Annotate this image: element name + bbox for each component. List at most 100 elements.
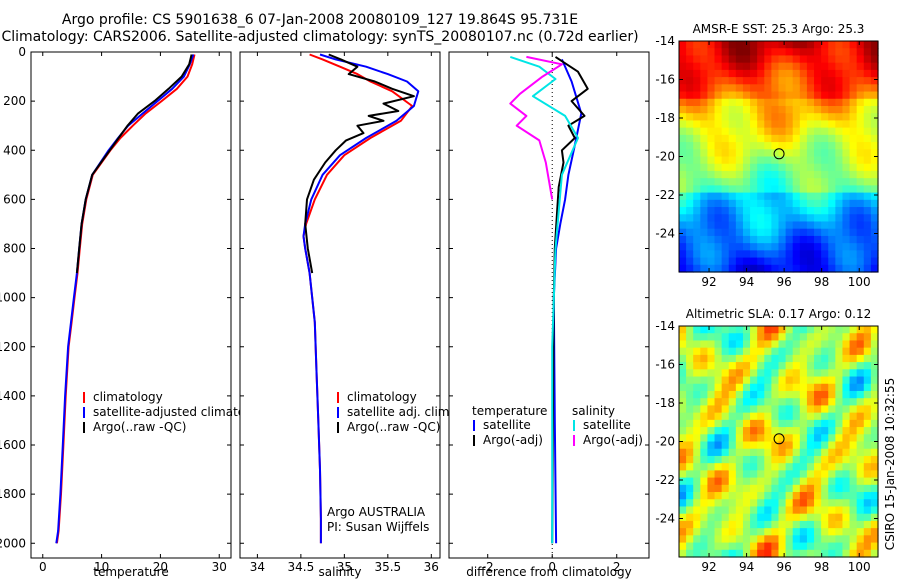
heatmap-cell: [750, 142, 758, 150]
heatmap-cell: [849, 340, 858, 349]
heatmap-cell: [700, 134, 709, 143]
heatmap-cell: [806, 192, 815, 201]
heatmap-cell: [835, 91, 844, 100]
heatmap-cell: [721, 185, 730, 194]
heatmap-cell: [771, 398, 780, 407]
heatmap-cell: [757, 369, 765, 378]
heatmap-cell: [792, 506, 801, 515]
heatmap-cell: [856, 127, 865, 136]
heatmap-cell: [771, 484, 780, 493]
heatmap-cell: [835, 405, 844, 414]
heatmap-cell: [764, 405, 772, 414]
heatmap-cell: [828, 549, 836, 558]
heatmap-cell: [806, 390, 815, 399]
heatmap-cell: [856, 41, 865, 49]
heatmap-cell: [785, 362, 794, 370]
heatmap-cell: [679, 149, 687, 158]
legend-difference-sal-entry: satellite: [583, 418, 631, 432]
heatmap-cell: [870, 178, 879, 186]
heatmap-cell: [728, 405, 737, 414]
heatmap-cell: [799, 520, 808, 529]
heatmap-cell: [679, 326, 687, 334]
heatmap-cell: [679, 156, 687, 165]
heatmap-cell: [778, 326, 787, 334]
heatmap-cell: [778, 448, 787, 457]
heatmap-cell: [700, 105, 709, 114]
heatmap-cell: [721, 98, 730, 107]
heatmap-cell: [728, 156, 737, 165]
heatmap-cell: [686, 127, 694, 136]
heatmap-cell: [806, 528, 815, 536]
heatmap-cell: [686, 362, 694, 370]
heatmap-cell: [792, 535, 801, 544]
heatmap-cell: [728, 506, 737, 515]
heatmap-cell: [750, 221, 758, 230]
y-tick-label: 1200: [0, 340, 26, 354]
heatmap-cell: [742, 427, 751, 435]
heatmap-cell: [842, 77, 851, 85]
heatmap-cell: [856, 362, 865, 370]
heatmap-cell: [700, 427, 709, 435]
heatmap-cell: [863, 528, 872, 536]
heatmap-cell: [870, 84, 879, 93]
heatmap-cell: [728, 441, 737, 450]
y-tick-label: -14: [655, 34, 675, 48]
heatmap-cell: [792, 41, 801, 49]
heatmap-cell: [686, 513, 694, 522]
heatmap-cell: [835, 264, 844, 273]
heatmap-cell: [821, 98, 829, 107]
heatmap-cell: [679, 369, 687, 378]
series-line-salinity-argo-adj-: [509, 55, 563, 200]
heatmap-cell: [750, 235, 758, 244]
heatmap-cell: [721, 513, 730, 522]
heatmap-cell: [828, 376, 836, 385]
heatmap-cell: [821, 405, 829, 414]
heatmap-cell: [814, 149, 822, 158]
heatmap-cell: [778, 149, 787, 158]
heatmap-cell: [728, 91, 737, 100]
heatmap-cell: [814, 235, 822, 244]
heatmap-cell: [750, 427, 758, 435]
heatmap-cell: [700, 192, 709, 201]
heatmap-cell: [849, 250, 858, 259]
heatmap-cell: [679, 528, 687, 536]
heatmap-cell: [821, 163, 829, 172]
heatmap-cell: [707, 369, 716, 378]
heatmap-cell: [735, 207, 744, 215]
heatmap-cell: [792, 214, 801, 223]
heatmap-cell: [835, 499, 844, 508]
heatmap-cell: [821, 340, 829, 349]
heatmap-cell: [828, 427, 836, 435]
heatmap-cell: [700, 549, 709, 558]
heatmap-cell: [750, 62, 758, 71]
heatmap-cell: [778, 264, 787, 273]
heatmap-cell: [778, 434, 787, 443]
heatmap-cell: [679, 333, 687, 342]
heatmap-cell: [700, 419, 709, 428]
heatmap-cell: [750, 347, 758, 356]
heatmap-cell: [750, 77, 758, 85]
heatmap-cell: [721, 448, 730, 457]
heatmap-cell: [764, 376, 772, 385]
heatmap-cell: [707, 506, 716, 515]
heatmap-cell: [828, 55, 836, 64]
heatmap-cell: [792, 513, 801, 522]
heatmap-cell: [721, 199, 730, 208]
heatmap-cell: [735, 340, 744, 349]
heatmap-cell: [835, 163, 844, 172]
heatmap-cell: [764, 207, 772, 215]
heatmap-cell: [828, 362, 836, 370]
heatmap-cell: [735, 390, 744, 399]
heatmap-cell: [828, 390, 836, 399]
heatmap-cell: [757, 62, 765, 71]
heatmap-cell: [714, 156, 723, 165]
heatmap-cell: [735, 369, 744, 378]
heatmap-cell: [828, 477, 836, 486]
heatmap-cell: [849, 455, 858, 464]
heatmap-cell: [799, 398, 808, 407]
heatmap-cell: [771, 448, 780, 457]
heatmap-cell: [721, 156, 730, 165]
heatmap-cell: [828, 434, 836, 443]
x-tick-label: 94: [739, 560, 754, 574]
heatmap-cell: [785, 156, 794, 165]
